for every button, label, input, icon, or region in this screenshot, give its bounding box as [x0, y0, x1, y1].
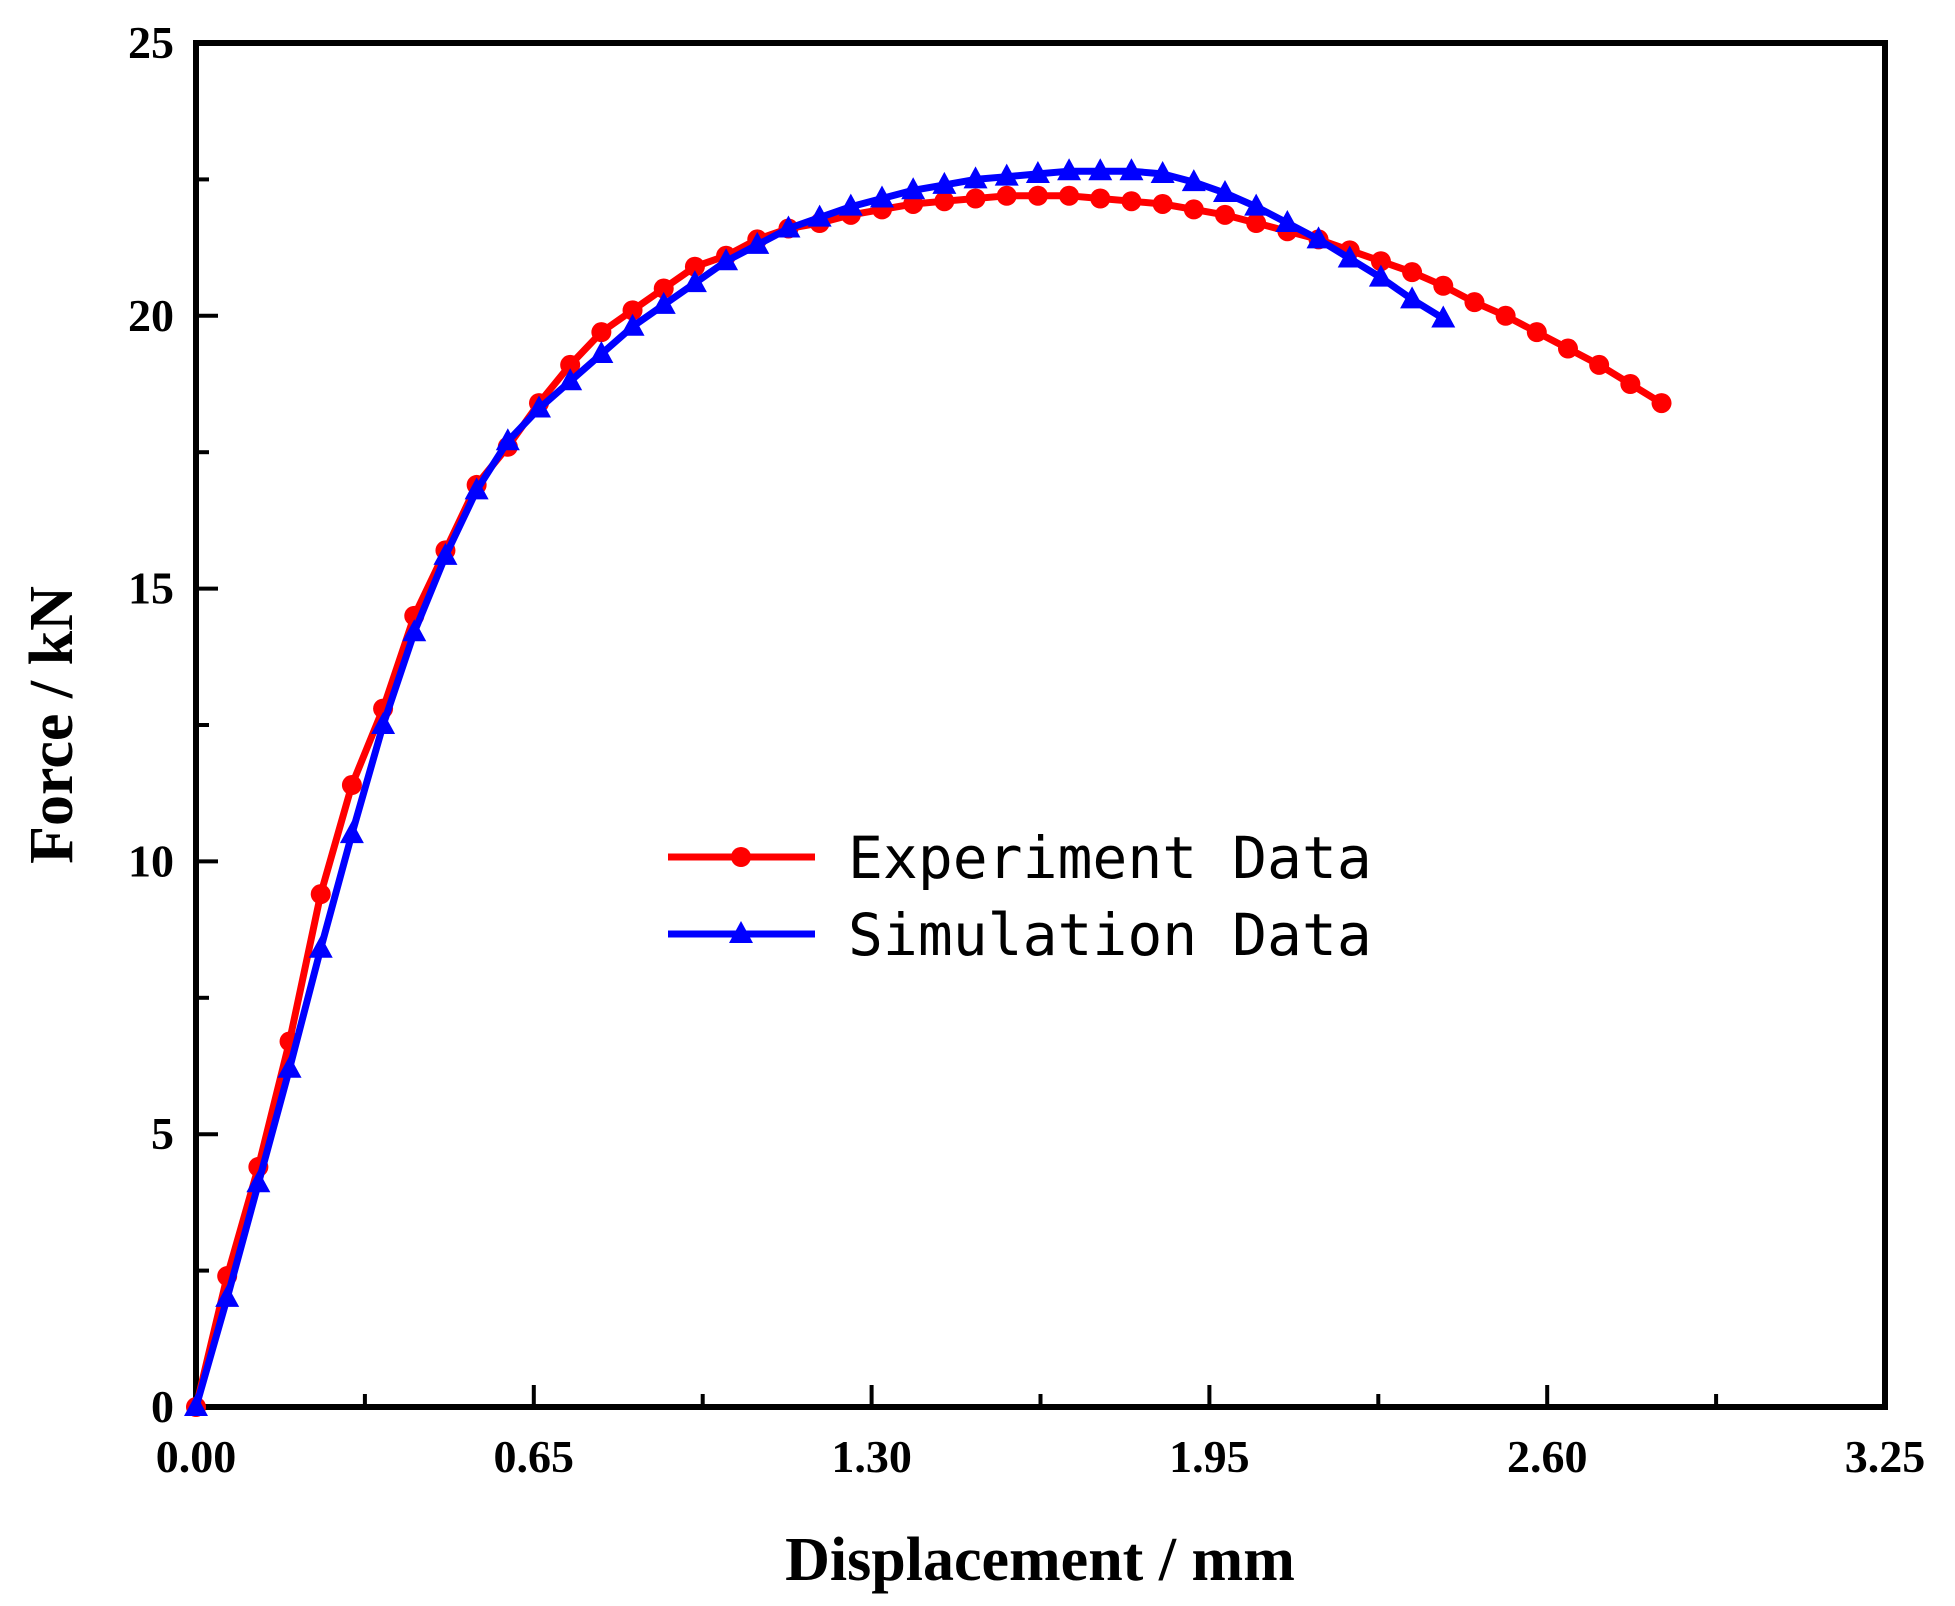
- data-point-experiment-data: [1495, 305, 1516, 326]
- data-point-simulation-data: [1025, 160, 1050, 183]
- x-axis-title: Displacement / mm: [785, 1526, 1295, 1594]
- data-point-simulation-data: [339, 821, 364, 844]
- data-point-simulation-data: [869, 185, 894, 208]
- data-point-simulation-data: [1057, 158, 1082, 181]
- data-point-simulation-data: [1400, 286, 1425, 309]
- y-tick-label: 20: [128, 290, 174, 341]
- data-point-simulation-data: [932, 171, 957, 194]
- y-tick-label: 10: [128, 835, 174, 886]
- x-tick-label: 0.65: [494, 1431, 575, 1482]
- data-point-simulation-data: [495, 428, 520, 451]
- data-point-simulation-data: [1337, 245, 1362, 268]
- legend: Experiment Data Simulation Data: [668, 824, 1372, 969]
- x-tick-label: 1.95: [1169, 1431, 1250, 1482]
- data-point-simulation-data: [807, 204, 832, 227]
- y-axis-title: Force / kN: [18, 586, 86, 864]
- data-point-simulation-data: [682, 270, 707, 293]
- data-point-experiment-data: [560, 354, 581, 375]
- data-point-simulation-data: [402, 619, 427, 642]
- data-point-simulation-data: [651, 291, 676, 314]
- series-layer: [184, 158, 1672, 1417]
- data-point-simulation-data: [308, 935, 333, 958]
- data-point-simulation-data: [589, 340, 614, 363]
- data-point-experiment-data: [591, 322, 612, 343]
- data-point-simulation-data: [277, 1055, 302, 1078]
- data-point-experiment-data: [1214, 204, 1235, 225]
- x-tick-label: 1.30: [831, 1431, 912, 1482]
- data-point-simulation-data: [745, 231, 770, 254]
- data-point-simulation-data: [558, 368, 583, 391]
- data-point-simulation-data: [1306, 226, 1331, 249]
- data-point-simulation-data: [838, 193, 863, 216]
- data-point-experiment-data: [1620, 374, 1641, 394]
- data-point-experiment-data: [1121, 191, 1142, 212]
- data-point-simulation-data: [620, 313, 645, 336]
- x-tick-label: 2.60: [1507, 1431, 1588, 1482]
- data-point-simulation-data: [1181, 169, 1206, 192]
- series-line-experiment-data: [192, 192, 1664, 1408]
- y-tick-labels: 0 5 10 15 20 25: [128, 17, 174, 1432]
- data-point-simulation-data: [184, 1394, 208, 1416]
- data-point-simulation-data: [714, 248, 739, 271]
- data-point-simulation-data: [1119, 158, 1144, 181]
- data-point-simulation-data: [776, 215, 801, 238]
- x-tick-label: 3.25: [1845, 1431, 1926, 1482]
- series-experiment-data: [186, 185, 1672, 1417]
- data-point-experiment-data: [1090, 188, 1111, 209]
- data-point-simulation-data: [1431, 305, 1456, 328]
- legend-label-experiment: Experiment Data: [848, 824, 1372, 892]
- legend-marker-simulation: [729, 921, 753, 943]
- data-point-experiment-data: [341, 775, 362, 796]
- data-point-experiment-data: [965, 188, 986, 209]
- data-point-experiment-data: [1402, 262, 1423, 283]
- data-point-experiment-data: [310, 884, 331, 905]
- data-point-experiment-data: [622, 300, 643, 321]
- data-point-simulation-data: [1275, 210, 1300, 233]
- y-tick-label: 15: [128, 563, 174, 614]
- data-point-experiment-data: [1246, 213, 1267, 234]
- data-point-simulation-data: [1368, 264, 1393, 287]
- x-tick-label: 0.00: [156, 1431, 237, 1482]
- data-point-simulation-data: [1150, 160, 1175, 183]
- data-point-simulation-data: [1212, 180, 1237, 203]
- data-point-experiment-data: [1152, 193, 1173, 214]
- data-point-experiment-data: [1370, 251, 1391, 272]
- data-point-experiment-data: [1183, 199, 1204, 220]
- data-point-simulation-data: [215, 1284, 240, 1307]
- data-point-experiment-data: [934, 191, 955, 212]
- plot-frame: [193, 40, 1888, 1410]
- data-point-experiment-data: [1027, 185, 1048, 206]
- data-point-experiment-data: [1557, 338, 1578, 359]
- series-line-simulation-data: [192, 167, 1446, 1408]
- data-point-simulation-data: [1088, 158, 1113, 181]
- data-point-experiment-data: [1651, 393, 1672, 414]
- y-tick-label: 5: [151, 1108, 174, 1159]
- data-point-experiment-data: [653, 278, 674, 299]
- x-tick-labels: 0.00 0.65 1.30 1.95 2.60 3.25: [156, 1431, 1926, 1482]
- y-tick-label: 25: [128, 17, 174, 68]
- data-point-simulation-data: [901, 177, 926, 200]
- data-point-experiment-data: [684, 256, 705, 277]
- axis-ticks: [194, 41, 1887, 1409]
- data-point-simulation-data: [994, 163, 1019, 186]
- data-point-simulation-data: [526, 395, 551, 418]
- legend-label-simulation: Simulation Data: [848, 901, 1372, 969]
- series-simulation-data: [184, 158, 1456, 1416]
- data-point-simulation-data: [1244, 193, 1269, 216]
- data-point-experiment-data: [1433, 275, 1454, 296]
- data-point-experiment-data: [1589, 354, 1610, 375]
- data-point-experiment-data: [1526, 322, 1547, 343]
- legend-marker-experiment: [731, 847, 751, 867]
- data-point-simulation-data: [963, 166, 988, 189]
- data-point-simulation-data: [464, 477, 489, 500]
- data-point-experiment-data: [1464, 292, 1485, 313]
- data-point-simulation-data: [246, 1170, 271, 1193]
- data-point-simulation-data: [371, 712, 396, 734]
- data-point-simulation-data: [433, 542, 458, 565]
- data-point-experiment-data: [996, 185, 1017, 206]
- data-point-experiment-data: [1059, 185, 1080, 206]
- y-tick-label: 0: [151, 1381, 174, 1432]
